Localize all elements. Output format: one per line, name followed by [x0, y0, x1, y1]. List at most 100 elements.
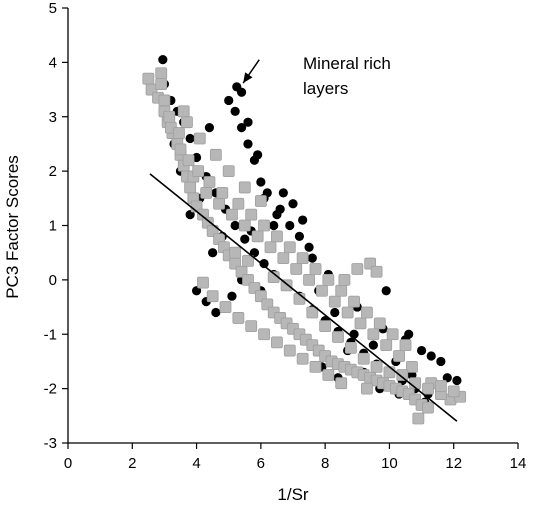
- data-point-square: [354, 317, 367, 330]
- data-point-square: [177, 105, 190, 118]
- data-point-square: [174, 143, 187, 156]
- y-tick-label: 3: [49, 109, 57, 126]
- data-point-square: [306, 306, 319, 319]
- x-tick-label: 8: [321, 455, 329, 472]
- annotation-line1: Mineral rich: [303, 54, 391, 73]
- data-point-square: [328, 295, 341, 308]
- data-point-square: [226, 208, 238, 221]
- data-point-square: [396, 369, 409, 381]
- data-point-square: [172, 127, 185, 139]
- data-point-circle: [304, 242, 314, 252]
- data-point-square: [251, 230, 264, 243]
- data-point-circle: [243, 139, 253, 149]
- data-point-square: [447, 385, 460, 398]
- data-point-square: [258, 219, 270, 232]
- y-tick-label: 5: [49, 0, 57, 17]
- data-point-square: [193, 132, 206, 145]
- data-point-square: [238, 181, 251, 194]
- data-point-square: [386, 328, 399, 341]
- data-point-square: [335, 377, 348, 390]
- data-point-square: [158, 94, 171, 107]
- data-point-circle: [298, 215, 308, 225]
- data-point-square: [335, 284, 348, 297]
- data-point-circle: [259, 258, 269, 269]
- data-point-square: [361, 306, 373, 319]
- data-point-circle: [253, 150, 263, 160]
- data-point-square: [332, 331, 344, 343]
- data-point-circle: [227, 291, 237, 301]
- data-point-square: [296, 352, 309, 365]
- data-point-circle: [236, 123, 247, 133]
- data-point-square: [192, 165, 205, 178]
- x-tick-label: 10: [381, 455, 398, 472]
- data-point-square: [296, 252, 309, 265]
- x-tick-label: 6: [257, 455, 265, 472]
- data-point-square: [303, 273, 315, 286]
- data-point-square: [309, 360, 322, 373]
- data-point-square: [271, 336, 283, 349]
- trend-line-group: [149, 173, 458, 422]
- x-tick-label: 14: [510, 455, 527, 472]
- data-point-square: [142, 72, 155, 85]
- data-point-square: [370, 265, 383, 278]
- data-point-square: [393, 350, 405, 362]
- data-point-square: [383, 366, 396, 379]
- data-point-circle: [211, 307, 221, 318]
- data-point-square: [277, 252, 290, 265]
- data-point-square: [229, 246, 242, 259]
- data-point-square: [155, 78, 168, 91]
- data-point-square: [219, 301, 232, 313]
- data-point-square: [245, 320, 258, 332]
- data-point-square: [316, 284, 328, 297]
- data-point-circle: [416, 345, 427, 356]
- data-point-square: [197, 276, 209, 289]
- data-point-square: [412, 412, 425, 425]
- data-point-square: [264, 241, 277, 254]
- data-point-circle: [232, 82, 242, 92]
- data-point-square: [434, 380, 447, 392]
- data-point-circle: [240, 234, 250, 244]
- data-point-square: [367, 328, 380, 341]
- data-point-square: [232, 197, 245, 210]
- data-point-circle: [285, 220, 295, 231]
- data-point-square: [351, 263, 364, 275]
- data-point-square: [271, 230, 283, 243]
- data-point-square: [200, 186, 213, 199]
- data-point-circle: [208, 248, 218, 258]
- data-point-square: [344, 341, 357, 354]
- data-point-square: [283, 241, 296, 254]
- data-point-square: [254, 195, 267, 207]
- data-point-square: [163, 110, 176, 123]
- data-point-square: [338, 273, 351, 286]
- trend-line: [149, 173, 458, 422]
- data-point-circle: [288, 199, 298, 209]
- data-point-square: [155, 67, 168, 80]
- data-point-circle: [404, 329, 414, 339]
- y-tick-label: -2: [44, 381, 57, 398]
- data-point-square: [245, 208, 258, 221]
- y-tick-label: -3: [44, 435, 57, 452]
- data-point-circle: [272, 210, 282, 220]
- x-tick-label: 2: [128, 455, 136, 472]
- data-point-square: [348, 295, 360, 308]
- data-point-circle: [436, 356, 446, 367]
- data-point-square: [322, 273, 335, 286]
- data-point-square: [373, 317, 386, 330]
- data-point-square: [319, 320, 332, 332]
- y-tick-label: 4: [49, 54, 57, 71]
- data-point-circle: [269, 220, 279, 231]
- data-point-circle: [204, 123, 215, 133]
- data-point-circle: [185, 133, 195, 144]
- data-point-circle: [243, 117, 253, 127]
- data-point-circle: [381, 286, 391, 296]
- data-point-square: [422, 382, 434, 395]
- data-point-circle: [426, 351, 436, 361]
- x-tick-label: 4: [192, 455, 200, 472]
- data-point-square: [309, 263, 322, 275]
- x-axis-title: 1/Sr: [277, 485, 309, 504]
- y-tick-label: 0: [49, 272, 57, 289]
- y-tick-label: 2: [49, 163, 57, 180]
- y-tick-label: 1: [49, 218, 57, 235]
- data-point-square: [290, 263, 303, 275]
